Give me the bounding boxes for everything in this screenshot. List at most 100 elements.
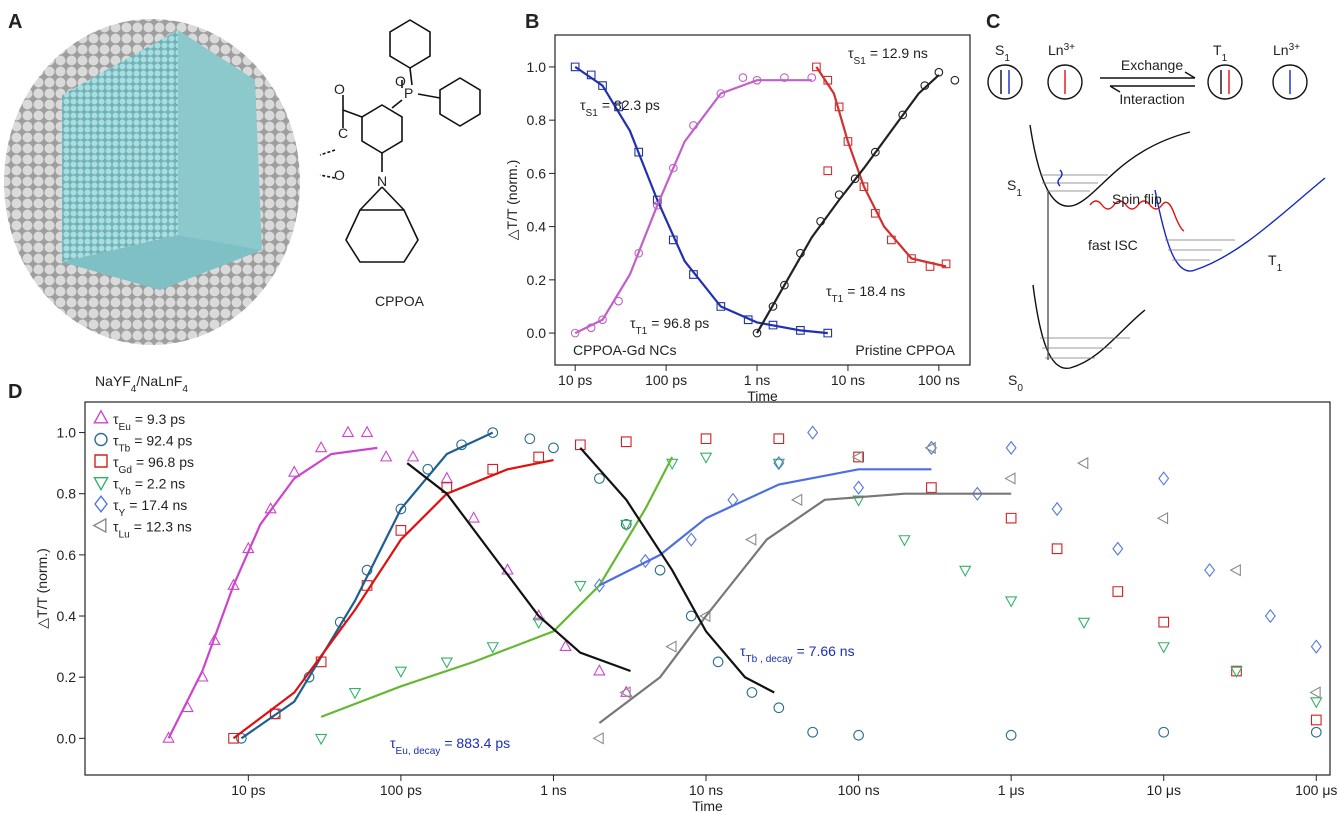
s1-well <box>1029 124 1191 207</box>
data-point <box>586 323 596 333</box>
data-point <box>227 578 240 590</box>
legend-marker <box>92 517 107 534</box>
data-point <box>598 81 607 90</box>
data-point <box>853 729 864 741</box>
data-point <box>959 565 972 578</box>
data-point <box>592 732 604 745</box>
isc-arrow <box>1089 200 1185 232</box>
core-floor <box>62 235 262 290</box>
data-point <box>1004 596 1018 608</box>
state-label: Ln3+ <box>1048 42 1075 59</box>
text-part: τ <box>113 454 119 470</box>
text-part: τ <box>580 97 586 113</box>
annotation: τS1 = 12.9 ns <box>848 45 928 67</box>
atom-label: N <box>377 173 387 189</box>
subscript: T1 <box>636 326 648 337</box>
data-point <box>807 425 819 440</box>
annotation: τS1 = 82.3 ps <box>580 97 660 119</box>
panel-c <box>987 64 1326 369</box>
panel-a <box>4 19 481 345</box>
legend-entry: τTb = 92.4 ps <box>113 433 192 455</box>
spin-circle <box>1272 64 1308 100</box>
data-point <box>467 511 480 523</box>
level-label: S1 <box>1007 177 1022 199</box>
text-part: S <box>1007 177 1016 193</box>
spin-circle <box>987 64 1023 100</box>
state-label: Ln3+ <box>1273 42 1300 59</box>
data-point <box>1230 666 1243 678</box>
bond <box>417 93 441 99</box>
legend-entry: τY = 17.4 ns <box>113 497 187 519</box>
data-point <box>907 254 916 263</box>
data-point <box>1112 541 1124 556</box>
x-tick-label: 1 μs <box>998 782 1025 798</box>
y-tick-label: 0.0 <box>527 325 547 341</box>
data-point <box>1264 608 1276 624</box>
carbazole <box>345 209 419 263</box>
plot-frame <box>84 401 1331 776</box>
data-point <box>532 609 545 621</box>
data-point <box>768 320 778 330</box>
plot-frame <box>554 34 971 366</box>
x-tick-label: 100 ps <box>380 782 422 798</box>
data-point <box>898 535 911 547</box>
data-point <box>773 456 785 471</box>
data-point <box>1158 726 1170 738</box>
data-point <box>379 450 393 462</box>
subscript: 1 <box>1277 263 1283 274</box>
molecule-name: CPPOA <box>375 293 425 309</box>
isc-label: fast ISC <box>1088 237 1138 253</box>
text-part: = 17.4 ns <box>129 497 187 513</box>
data-point <box>773 433 785 445</box>
fit-line <box>574 65 828 335</box>
subscript: S1 <box>586 108 599 119</box>
text-part: = 9.3 ps <box>135 411 185 427</box>
data-point <box>971 486 983 501</box>
subscript: 4 <box>131 384 137 395</box>
fit-line <box>167 446 378 739</box>
text-part: τ <box>740 643 746 659</box>
data-point <box>852 495 865 507</box>
bond <box>359 186 383 211</box>
data-point <box>1310 639 1322 654</box>
text-part: Ln <box>1048 42 1064 58</box>
y-tick-label: 0.2 <box>527 272 547 288</box>
data-point <box>1158 616 1170 628</box>
x-tick-label: 1 ns <box>540 782 566 798</box>
t1-well <box>1154 177 1326 272</box>
subscript: 4 <box>182 384 188 395</box>
legend-entry: τLu = 12.3 ns <box>113 519 192 541</box>
text-part: NaYF <box>95 373 131 389</box>
chart-0: B 10 ps 100 ps 1 ns 10 ns 100 ns 0.0 0.2 0.4 0.6 0… <box>504 11 971 404</box>
x-tick-label: 10 ps <box>558 372 592 388</box>
subscript: 0 <box>1017 383 1023 394</box>
data-point <box>1004 472 1016 485</box>
data-point <box>532 617 545 630</box>
atom-label: C <box>338 125 348 141</box>
data-point <box>790 493 803 507</box>
data-point <box>823 166 833 176</box>
data-point <box>654 564 666 576</box>
text-part: T <box>1268 252 1277 268</box>
data-point <box>745 533 757 546</box>
legend-marker <box>94 454 108 468</box>
data-point <box>620 436 632 448</box>
y-tick-label: 0.6 <box>527 165 547 181</box>
fit-line <box>232 459 554 740</box>
text-part: τ <box>113 497 119 513</box>
subscript: 1 <box>1004 53 1010 64</box>
text-part: = 96.8 ps <box>651 315 709 331</box>
data-point <box>598 315 607 325</box>
x-tick-label: 10 ns <box>831 372 865 388</box>
data-point <box>716 302 726 311</box>
ring <box>361 104 403 154</box>
data-point <box>834 102 844 112</box>
subscript: Y <box>119 508 126 519</box>
ring <box>439 77 481 127</box>
data-point <box>1158 471 1170 486</box>
data-point <box>228 732 239 744</box>
y-tick-label: 1.0 <box>57 425 77 441</box>
legend-marker <box>93 477 109 492</box>
s1-levels <box>1040 174 1108 192</box>
data-point <box>395 525 407 536</box>
